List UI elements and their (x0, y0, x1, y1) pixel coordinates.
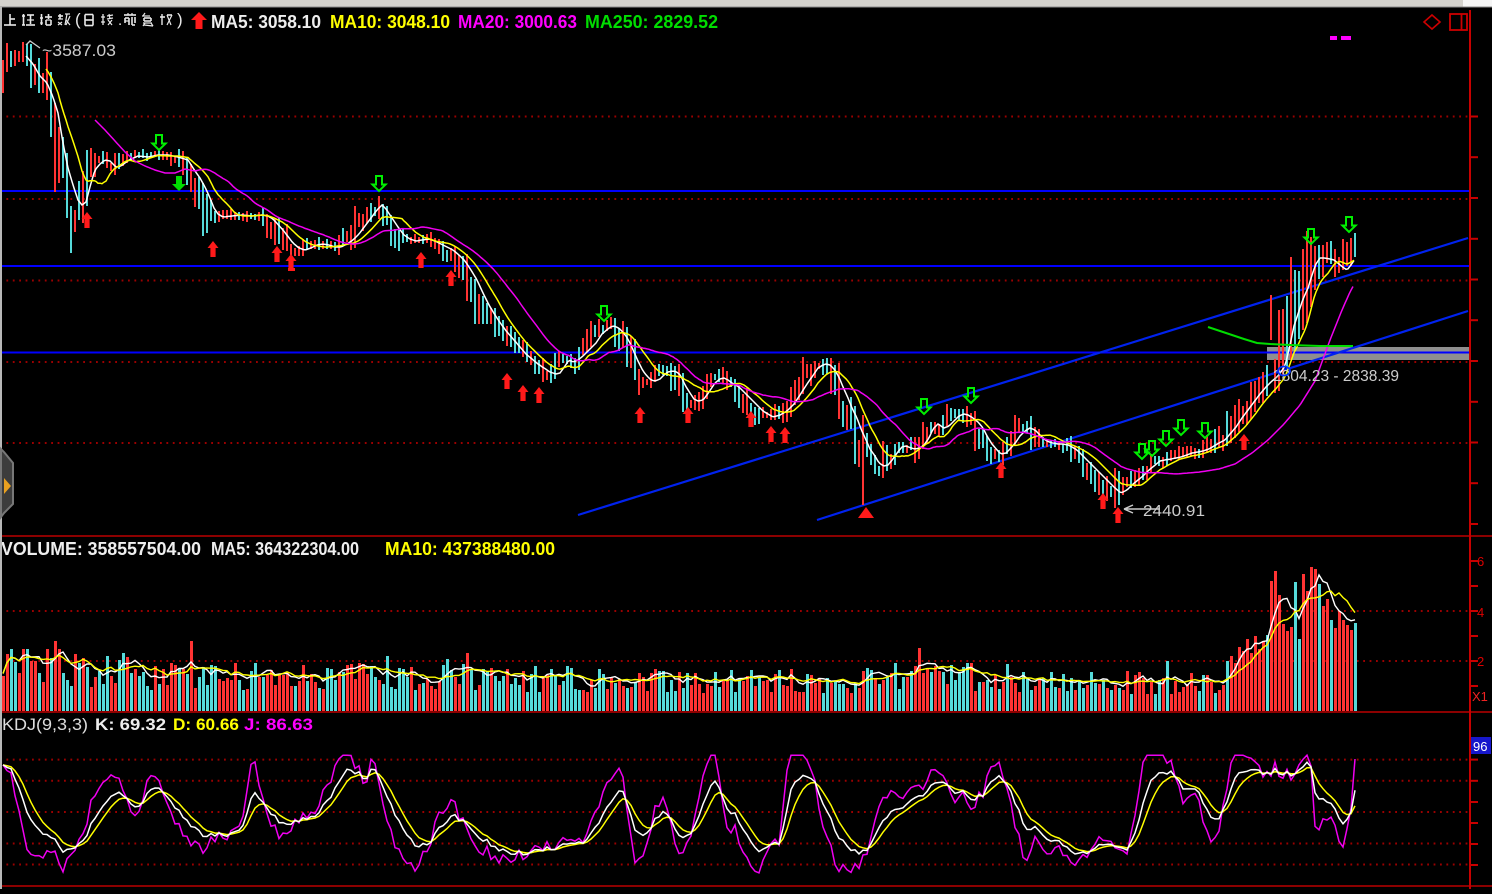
svg-text:2804.23 - 2838.39: 2804.23 - 2838.39 (1273, 368, 1399, 385)
svg-text:4: 4 (1477, 605, 1484, 620)
svg-text:~3587.03: ~3587.03 (42, 41, 116, 60)
svg-text:VOLUME: 358557504.00: VOLUME: 358557504.00 (1, 539, 201, 559)
svg-text:D: 60.66: D: 60.66 (173, 715, 239, 734)
svg-text:MA5: 364322304.00: MA5: 364322304.00 (211, 539, 359, 559)
svg-text:MA5: 3058.10: MA5: 3058.10 (211, 12, 321, 32)
svg-text:2: 2 (1477, 654, 1484, 669)
svg-text:2440.91: 2440.91 (1143, 503, 1205, 520)
svg-text:6: 6 (1477, 554, 1484, 569)
svg-text:MA10: 437388480.00: MA10: 437388480.00 (385, 539, 555, 559)
svg-text:MA250: 2829.52: MA250: 2829.52 (585, 12, 718, 32)
svg-text:X1: X1 (1472, 689, 1488, 704)
svg-text:KDJ(9,3,3): KDJ(9,3,3) (2, 715, 88, 734)
svg-text:(: ( (75, 10, 81, 29)
svg-text:): ) (177, 10, 183, 29)
svg-text:.: . (118, 12, 122, 29)
svg-text:J: 86.63: J: 86.63 (244, 715, 313, 734)
svg-text:96: 96 (1473, 739, 1487, 754)
svg-text:K: 69.32: K: 69.32 (95, 715, 166, 734)
svg-text:MA10: 3048.10: MA10: 3048.10 (330, 12, 450, 32)
svg-text:MA20: 3000.63: MA20: 3000.63 (458, 12, 577, 32)
